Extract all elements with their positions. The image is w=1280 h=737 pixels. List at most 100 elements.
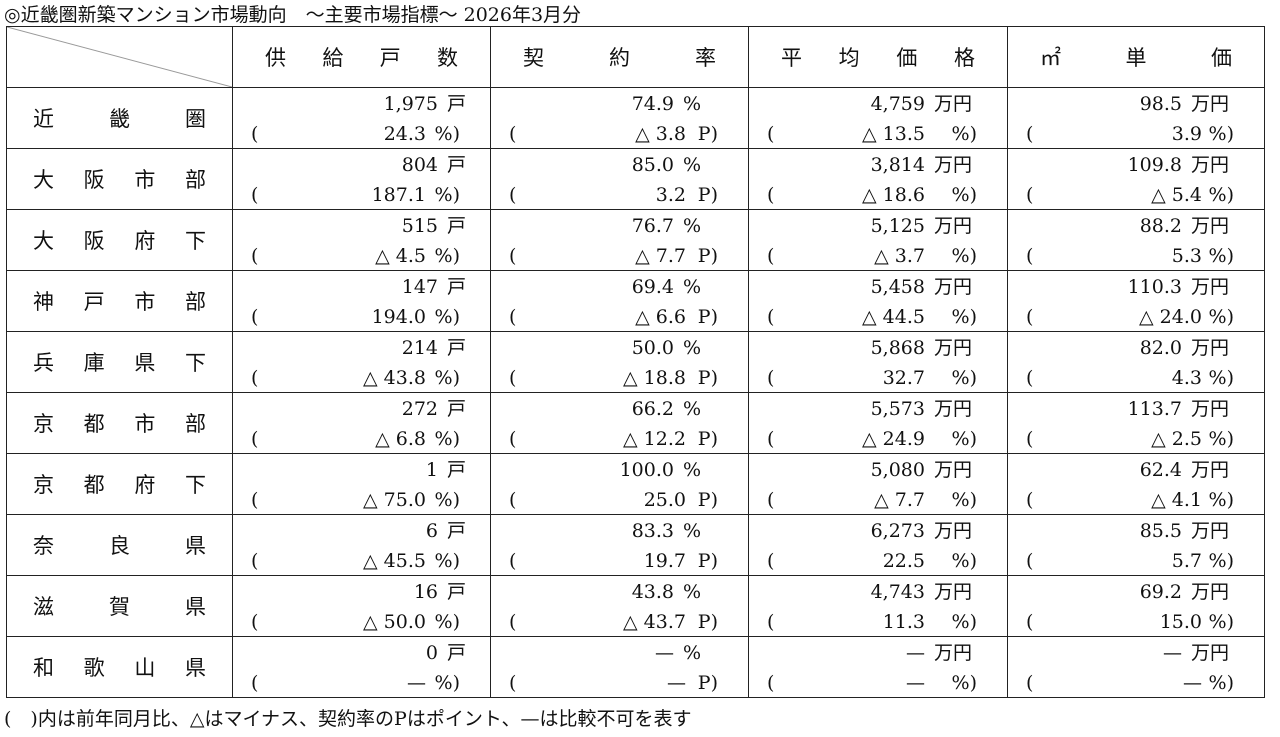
contract-rate-cell: 43.8% (△ 43.7 P) xyxy=(490,575,749,637)
open-paren: ( xyxy=(767,184,775,206)
supply-cell: 214 戸 (△ 43.8%) xyxy=(232,331,491,393)
supply-cell: 804 戸 (187.1%) xyxy=(232,148,491,210)
open-paren: ( xyxy=(251,550,259,572)
unit-price-yoy: △ 2.5 xyxy=(1151,428,1202,450)
average-price-unit: 万円 xyxy=(934,93,973,115)
supply-cell: 272 戸 (△ 6.8%) xyxy=(232,392,491,454)
unit-price-yoy: 15.0 xyxy=(1159,611,1202,633)
average-price-yoy-unit: %) xyxy=(951,489,977,511)
contract-rate-cell: 74.9% (△ 3.8 P) xyxy=(490,87,749,149)
average-price-unit: 万円 xyxy=(934,642,973,664)
contract-rate-yoy-unit: P) xyxy=(697,611,718,633)
unit-price-value: 62.4 xyxy=(1139,459,1182,481)
average-price-value: 4,759 xyxy=(870,93,925,115)
unit-price-value: 113.7 xyxy=(1127,398,1182,420)
header-char: 価 xyxy=(1211,46,1232,70)
unit-price-unit: 万円 xyxy=(1191,93,1230,115)
open-paren: ( xyxy=(1026,306,1034,328)
contract-rate-value: 85.0 xyxy=(631,154,674,176)
average-price-yoy: 11.3 xyxy=(882,611,925,633)
unit-price-cell: 98.5 万円 (3.9%) xyxy=(1007,87,1265,149)
open-paren: ( xyxy=(509,245,517,267)
region-name: 滋賀県 xyxy=(6,575,233,637)
unit-price-yoy: △ 5.4 xyxy=(1151,184,1202,206)
average-price-yoy-unit: %) xyxy=(951,245,977,267)
header-char: 単 xyxy=(1125,46,1147,70)
supply-value: 16 xyxy=(413,581,438,603)
header-char: 供 xyxy=(265,46,286,70)
unit-price-unit: 万円 xyxy=(1191,642,1230,664)
unit-price-yoy: 3.9 xyxy=(1171,123,1202,145)
supply-yoy-unit: %) xyxy=(434,611,460,633)
footnote: ( )内は前年同月比、△はマイナス、契約率のPはポイント、—は比較不可を表す xyxy=(4,708,692,730)
supply-cell: 1,975 戸 (24.3%) xyxy=(232,87,491,149)
average-price-cell: 5,125 万円 (△ 3.7%) xyxy=(748,209,1008,271)
open-paren: ( xyxy=(767,550,775,572)
unit-price-yoy-unit: %) xyxy=(1208,367,1234,389)
contract-rate-cell: 76.7% (△ 7.7 P) xyxy=(490,209,749,271)
open-paren: ( xyxy=(251,611,259,633)
contract-rate-unit: % xyxy=(683,337,702,359)
header-char: 均 xyxy=(838,46,860,70)
table-row: 近畿圏 1,975 戸 (24.3%) 74.9% (△ 3.8 P) 4,759 万円 (△ 1… xyxy=(6,87,1265,149)
contract-rate-value: 43.8 xyxy=(631,581,674,603)
average-price-cell: 5,868 万円 (32.7%) xyxy=(748,331,1008,393)
header-char: 約 xyxy=(609,46,630,70)
average-price-value: 5,573 xyxy=(870,398,925,420)
header-char: 格 xyxy=(953,46,975,70)
supply-yoy-unit: %) xyxy=(434,184,460,206)
unit-price-yoy-unit: %) xyxy=(1208,489,1234,511)
contract-rate-unit: % xyxy=(683,215,702,237)
contract-rate-cell: 83.3% (19.7 P) xyxy=(490,514,749,576)
unit-price-yoy-unit: %) xyxy=(1208,611,1234,633)
unit-price-cell: 62.4 万円 (△ 4.1%) xyxy=(1007,453,1265,515)
average-price-yoy: 22.5 xyxy=(882,550,925,572)
open-paren: ( xyxy=(1026,184,1034,206)
average-price-yoy-unit: %) xyxy=(951,367,977,389)
open-paren: ( xyxy=(1026,550,1034,572)
supply-cell: 6 戸 (△ 45.5%) xyxy=(232,514,491,576)
average-price-value: 3,814 xyxy=(870,154,925,176)
average-price-yoy: △ 7.7 xyxy=(874,489,925,511)
contract-rate-cell: 66.2% (△ 12.2 P) xyxy=(490,392,749,454)
page-title: ◎近畿圏新築マンション市場動向 ～主要市場指標～ 2026年3月分 xyxy=(4,4,582,26)
region-name: 京都市部 xyxy=(6,392,233,454)
supply-yoy-unit: %) xyxy=(434,245,460,267)
open-paren: ( xyxy=(509,367,517,389)
unit-price-unit: 万円 xyxy=(1191,520,1230,542)
average-price-value: 4,743 xyxy=(870,581,925,603)
average-price-yoy: — xyxy=(906,672,925,694)
supply-unit: 戸 xyxy=(447,154,467,176)
supply-value: 804 xyxy=(401,154,438,176)
contract-rate-yoy-unit: P) xyxy=(697,489,718,511)
contract-rate-yoy: 19.7 xyxy=(643,550,686,572)
unit-price-value: 88.2 xyxy=(1139,215,1182,237)
average-price-cell: 4,759 万円 (△ 13.5%) xyxy=(748,87,1008,149)
supply-yoy-unit: %) xyxy=(434,428,460,450)
unit-price-yoy-unit: %) xyxy=(1208,550,1234,572)
unit-price-unit: 万円 xyxy=(1191,398,1230,420)
unit-price-yoy-unit: %) xyxy=(1208,245,1234,267)
contract-rate-yoy: △ 3.8 xyxy=(635,123,686,145)
header-supply: 供給戸数 xyxy=(232,26,491,88)
average-price-cell: 5,080 万円 (△ 7.7%) xyxy=(748,453,1008,515)
average-price-yoy-unit: %) xyxy=(951,306,977,328)
contract-rate-unit: % xyxy=(683,581,702,603)
unit-price-unit: 万円 xyxy=(1191,337,1230,359)
average-price-value: 5,125 xyxy=(870,215,925,237)
average-price-yoy: 32.7 xyxy=(882,367,925,389)
average-price-value: 5,080 xyxy=(870,459,925,481)
unit-price-yoy: 4.3 xyxy=(1171,367,1202,389)
unit-price-unit: 万円 xyxy=(1191,215,1230,237)
unit-price-value: — xyxy=(1163,642,1182,664)
unit-price-yoy: △ 24.0 xyxy=(1139,306,1202,328)
average-price-cell: 4,743 万円 (11.3%) xyxy=(748,575,1008,637)
contract-rate-cell: 50.0% (△ 18.8 P) xyxy=(490,331,749,393)
contract-rate-yoy-unit: P) xyxy=(697,245,718,267)
average-price-unit: 万円 xyxy=(934,215,973,237)
region-name: 兵庫県下 xyxy=(6,331,233,393)
header-char: 給 xyxy=(322,46,344,70)
contract-rate-yoy: △ 12.2 xyxy=(623,428,686,450)
unit-price-cell: 88.2 万円 (5.3%) xyxy=(1007,209,1265,271)
header-char: 価 xyxy=(896,46,918,70)
